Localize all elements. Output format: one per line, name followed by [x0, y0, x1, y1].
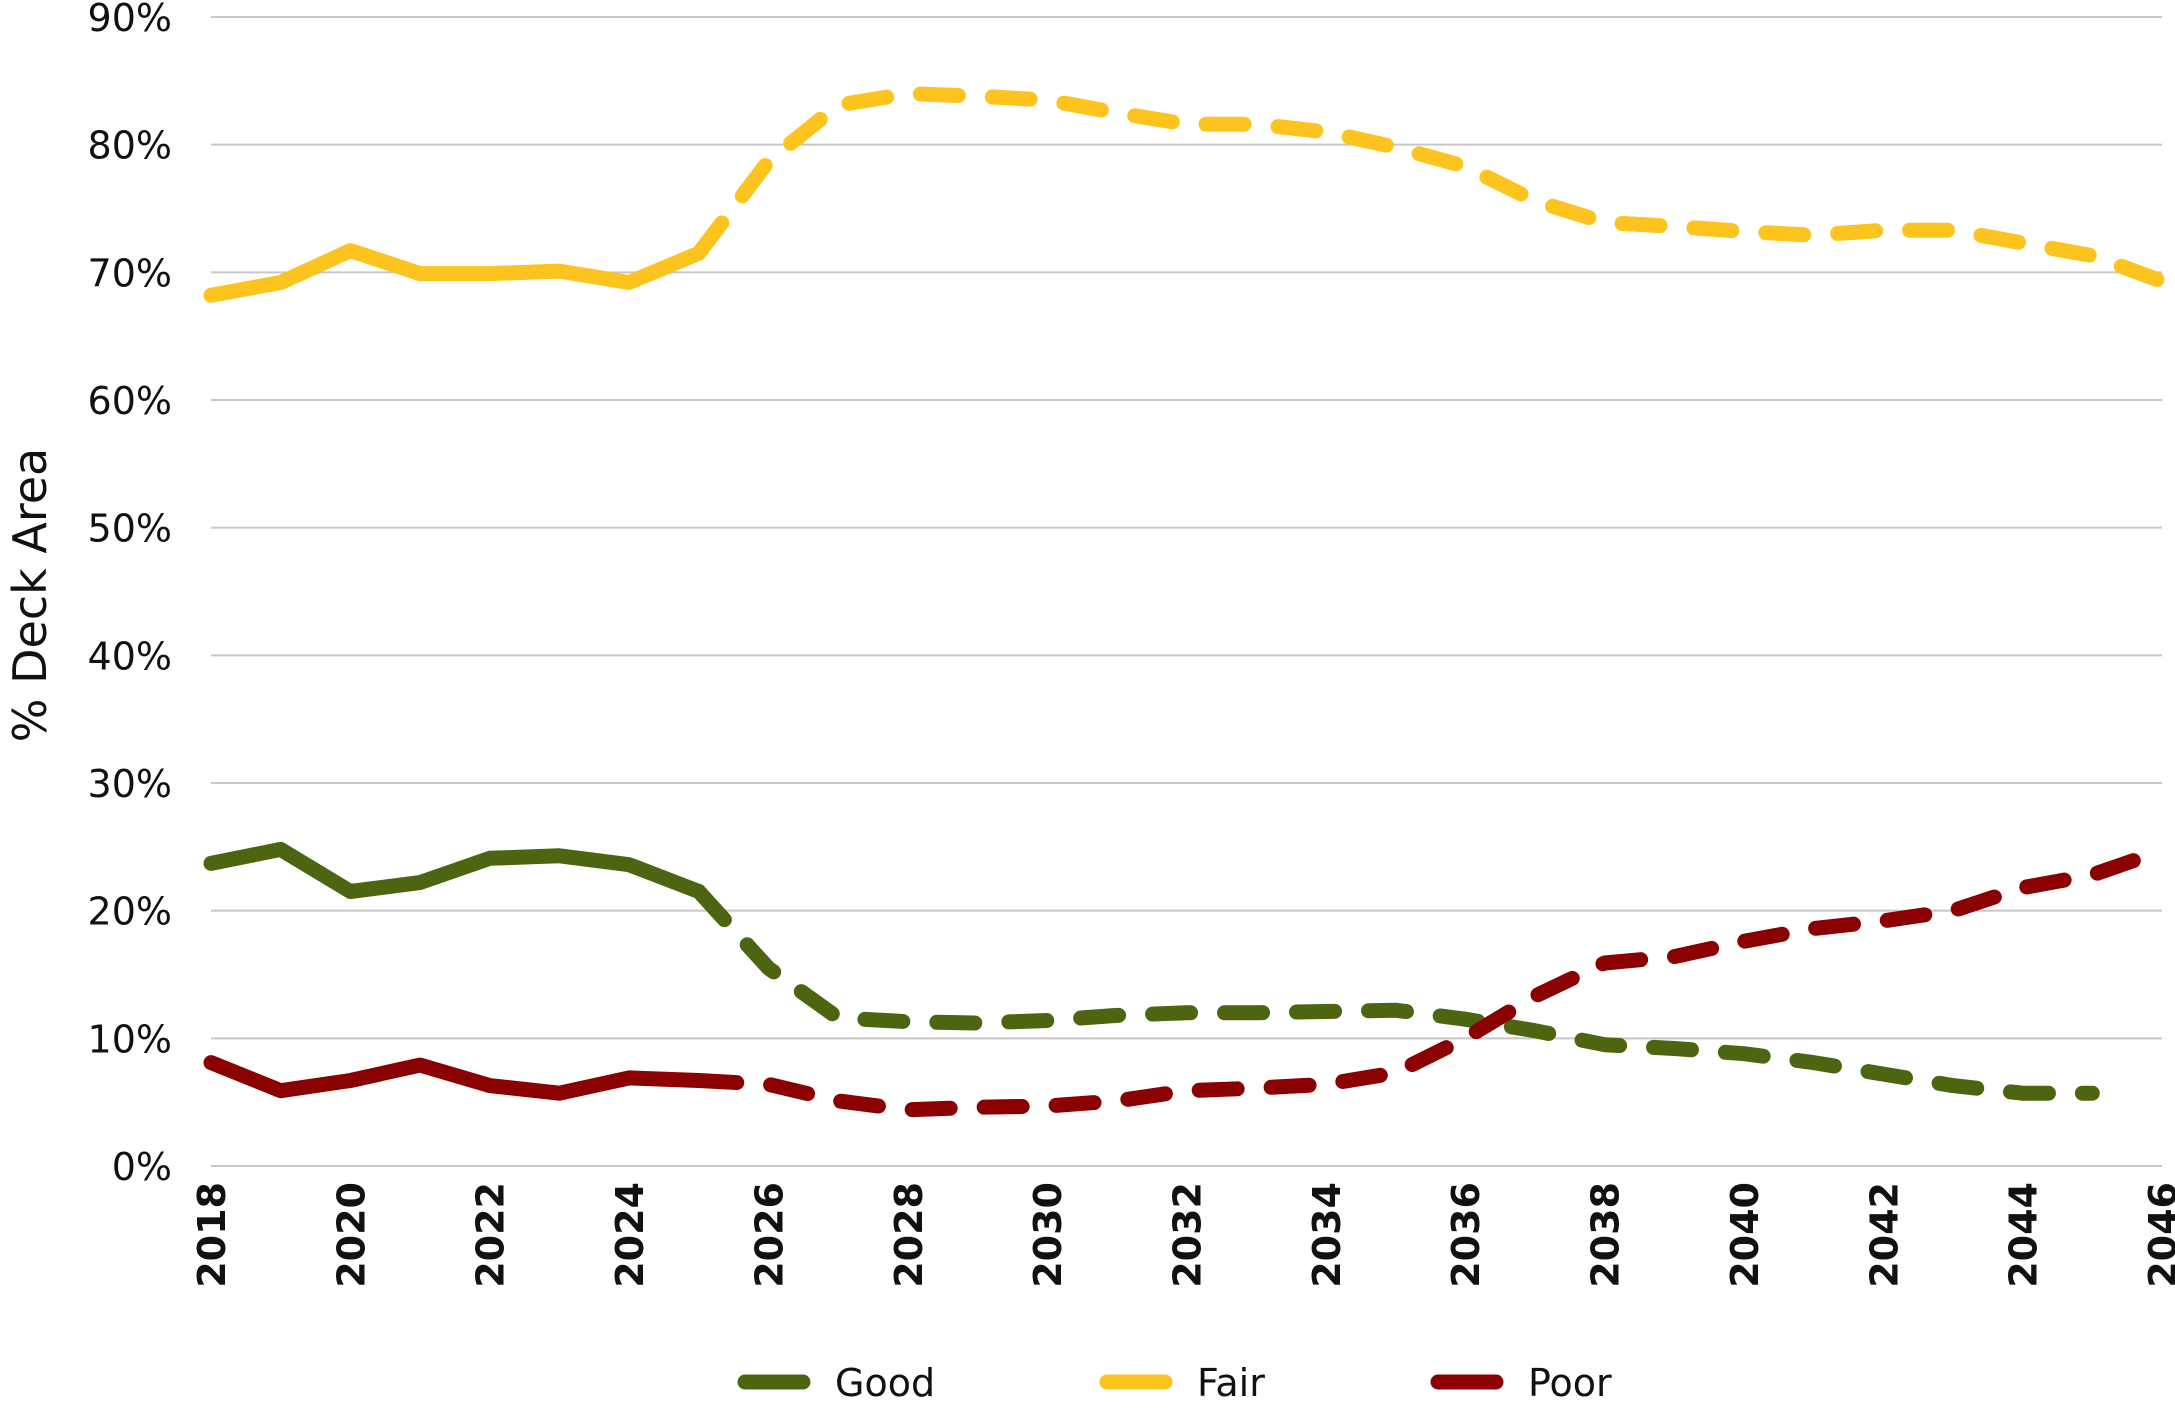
series-line-fair-actual [203, 243, 707, 303]
x-tick-label: 2026 [747, 1182, 791, 1288]
legend-label-good: Good [835, 1361, 935, 1405]
x-tick-label: 2024 [608, 1182, 652, 1288]
x-tick-label: 2030 [1026, 1182, 1070, 1288]
gridlines [211, 16, 2162, 1167]
series-lines [203, 86, 2170, 1118]
x-tick-label: 2036 [1444, 1182, 1488, 1288]
x-tick-label: 2046 [2141, 1182, 2175, 1288]
y-tick-label: 10% [88, 1017, 172, 1061]
y-tick-label: 0% [112, 1145, 172, 1189]
x-tick-label: 2040 [1723, 1182, 1767, 1288]
y-tick-label: 80% [88, 124, 172, 168]
x-tick-label: 2044 [2002, 1182, 2046, 1288]
x-axis-ticks: 2018 2020 2022 2024 2026 2028 2030 2032 2034 2036… [190, 1182, 2175, 1288]
y-axis-label: % Deck Area [3, 448, 57, 742]
y-tick-label: 70% [88, 251, 172, 295]
legend: Good Fair Poor [737, 1361, 1612, 1405]
y-tick-label: 50% [88, 507, 172, 551]
y-tick-label: 60% [88, 379, 172, 423]
x-tick-label: 2032 [1166, 1182, 1210, 1288]
series-line-good-actual [203, 841, 707, 899]
x-tick-label: 2028 [887, 1182, 931, 1288]
y-tick-label: 30% [88, 762, 172, 806]
y-tick-label: 20% [88, 890, 172, 934]
y-axis-ticks: 0% 10% 20% 30% 40% 50% 60% 70% 80% 90% [88, 0, 172, 1189]
x-tick-label: 2022 [469, 1182, 513, 1288]
y-tick-label: 40% [88, 634, 172, 678]
x-tick-label: 2034 [1305, 1182, 1349, 1288]
y-tick-label: 90% [88, 0, 172, 40]
series-line-poor-projected [691, 843, 2170, 1118]
legend-label-poor: Poor [1528, 1361, 1612, 1405]
series-line-good-projected [691, 884, 2100, 1101]
x-tick-label: 2018 [190, 1182, 234, 1288]
series-line-fair-projected [691, 86, 2170, 289]
legend-label-fair: Fair [1197, 1361, 1265, 1405]
x-tick-label: 2020 [329, 1182, 373, 1288]
series-line-poor-actual [203, 1055, 707, 1101]
x-tick-label: 2038 [1584, 1182, 1628, 1288]
x-tick-label: 2042 [1862, 1182, 1906, 1288]
